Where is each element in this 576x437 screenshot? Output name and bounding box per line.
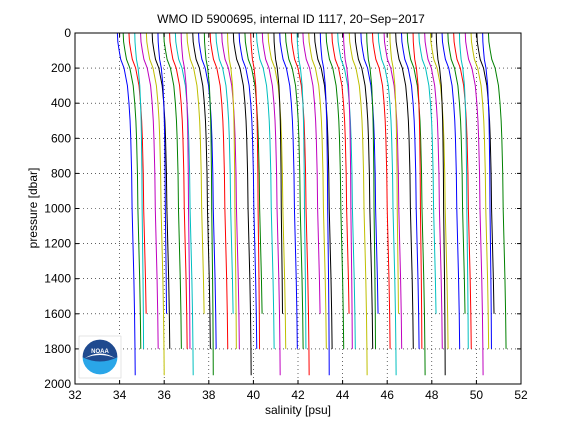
profile-line [209,32,229,349]
profile-line [215,32,234,314]
profile-line [180,32,191,349]
profile-line [285,32,304,349]
x-tick-label: 44 [336,388,350,402]
profile-line [145,32,165,376]
profile-line [453,32,472,349]
noaa-logo: NOAA [78,335,122,379]
y-tick-label: 2000 [44,377,71,391]
profile-line [325,32,345,349]
profile-line [302,32,321,314]
grid-lines [75,33,521,384]
profile-line [424,32,443,349]
x-tick-label: 46 [381,388,395,402]
y-tick-label: 1000 [44,202,71,216]
profile-line [487,32,507,349]
profile-line [464,32,484,376]
profile-line [169,32,188,349]
profile-line [331,32,350,314]
y-tick-label: 1800 [44,342,71,356]
y-tick-label: 1400 [44,272,71,286]
profile-line [354,32,374,349]
profile-line [377,32,397,376]
profile-line [314,32,333,349]
y-tick-label: 1200 [44,237,71,251]
profile-line [441,32,461,349]
profile-line [273,32,283,314]
profile-line [186,32,205,314]
profile-line [371,32,391,349]
profile-line [128,32,147,314]
profile-line [319,32,330,376]
y-axis-label: pressure [dbar] [26,168,40,249]
profile-line [250,32,261,349]
profile-line [151,32,171,349]
x-tick-label: 34 [113,388,127,402]
profile-series [116,32,507,376]
y-tick-label: 1600 [44,307,71,321]
profile-line [157,32,168,314]
y-tick-label: 600 [51,131,71,145]
profile-line [134,32,145,349]
profile-line [232,32,252,376]
profile-line [429,32,449,349]
profile-line [221,32,240,349]
profile-line [261,32,281,376]
profile-line [244,32,263,314]
x-tick-label: 38 [202,388,216,402]
profile-line [342,32,353,349]
x-tick-label: 52 [514,388,528,402]
y-tick-label: 200 [51,61,71,75]
y-tick-label: 400 [51,96,71,110]
profile-line [366,32,376,349]
x-tick-label: 40 [247,388,261,402]
chart-title: WMO ID 5900695, internal ID 1117, 20−Sep… [157,12,425,26]
profile-line [296,32,307,349]
profile-line [198,32,217,349]
profile-line [360,32,379,314]
profile-line [348,32,368,376]
profile-line [267,32,287,349]
profile-line [203,32,214,376]
noaa-logo-text: NOAA [91,349,109,355]
profile-line [389,32,399,314]
x-axis-label: salinity [psu] [265,403,331,417]
profile-line [383,32,403,349]
profile-line [256,32,275,349]
x-tick-label: 36 [158,388,172,402]
x-tick-label: 50 [470,388,484,402]
profile-line [470,32,490,349]
profile-line [395,32,414,349]
profile-line [418,32,437,314]
x-tick-label: 42 [291,388,305,402]
axis-ticks: 32 34 36 38 40 42 44 46 48 50 52 0 200 400 600 800 1000 1… [44,26,528,402]
profile-line [400,32,420,349]
profile-line [406,32,426,376]
profile-line [412,32,423,349]
profile-line [447,32,466,314]
profile-line [279,32,298,349]
profile-line [308,32,327,349]
profile-line [192,32,211,349]
profile-line [458,32,469,349]
profile-line [476,32,495,314]
y-tick-label: 0 [64,26,71,40]
profile-line [238,32,258,349]
profile-line [122,32,142,349]
profile-line [163,32,182,349]
profile-line [140,32,159,349]
x-tick-label: 48 [425,388,439,402]
profile-line [116,32,136,376]
profile-line [482,32,492,349]
profile-line [435,32,446,376]
x-tick-label: 32 [68,388,82,402]
profile-line [337,32,356,349]
profile-line [227,32,237,349]
profile-line [290,32,310,376]
y-tick-label: 800 [51,166,71,180]
profile-line [174,32,194,376]
